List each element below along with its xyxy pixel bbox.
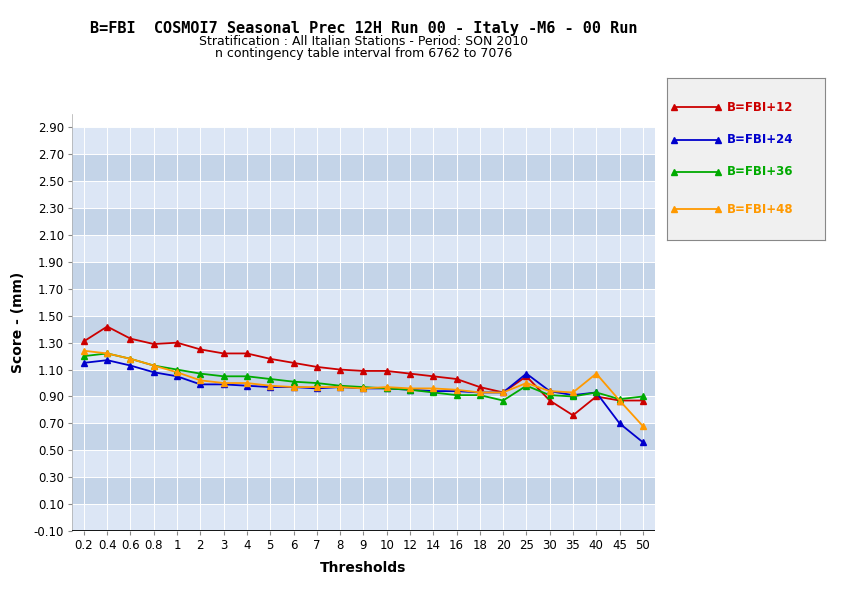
Bar (72, 154, 654, 181)
Bar (72, 316, 654, 343)
Bar (72, 504, 654, 531)
Text: B=FBI  COSMOI7 Seasonal Prec 12H Run 00 - Italy -M6 - 00 Run: B=FBI COSMOI7 Seasonal Prec 12H Run 00 -… (89, 21, 638, 36)
Text: B=FBI+24: B=FBI+24 (727, 133, 794, 146)
Bar (72, 181, 654, 208)
Bar (72, 370, 654, 397)
X-axis label: Thresholds: Thresholds (320, 560, 406, 575)
Text: B=FBI+12: B=FBI+12 (727, 101, 793, 113)
Bar (72, 289, 654, 316)
Bar (72, 127, 654, 154)
Text: n contingency table interval from 6762 to 7076: n contingency table interval from 6762 t… (215, 47, 512, 60)
Text: Stratification : All Italian Stations - Period: SON 2010: Stratification : All Italian Stations - … (199, 35, 528, 48)
Bar (72, 262, 654, 289)
Bar (72, 424, 654, 450)
Bar (72, 235, 654, 262)
Text: B=FBI+36: B=FBI+36 (727, 166, 794, 178)
Bar (72, 450, 654, 477)
Bar (72, 397, 654, 424)
Bar (72, 343, 654, 370)
Text: B=FBI+48: B=FBI+48 (727, 203, 794, 216)
Bar (72, 208, 654, 235)
Bar (72, 477, 654, 504)
Y-axis label: Score - (mm): Score - (mm) (11, 272, 26, 373)
